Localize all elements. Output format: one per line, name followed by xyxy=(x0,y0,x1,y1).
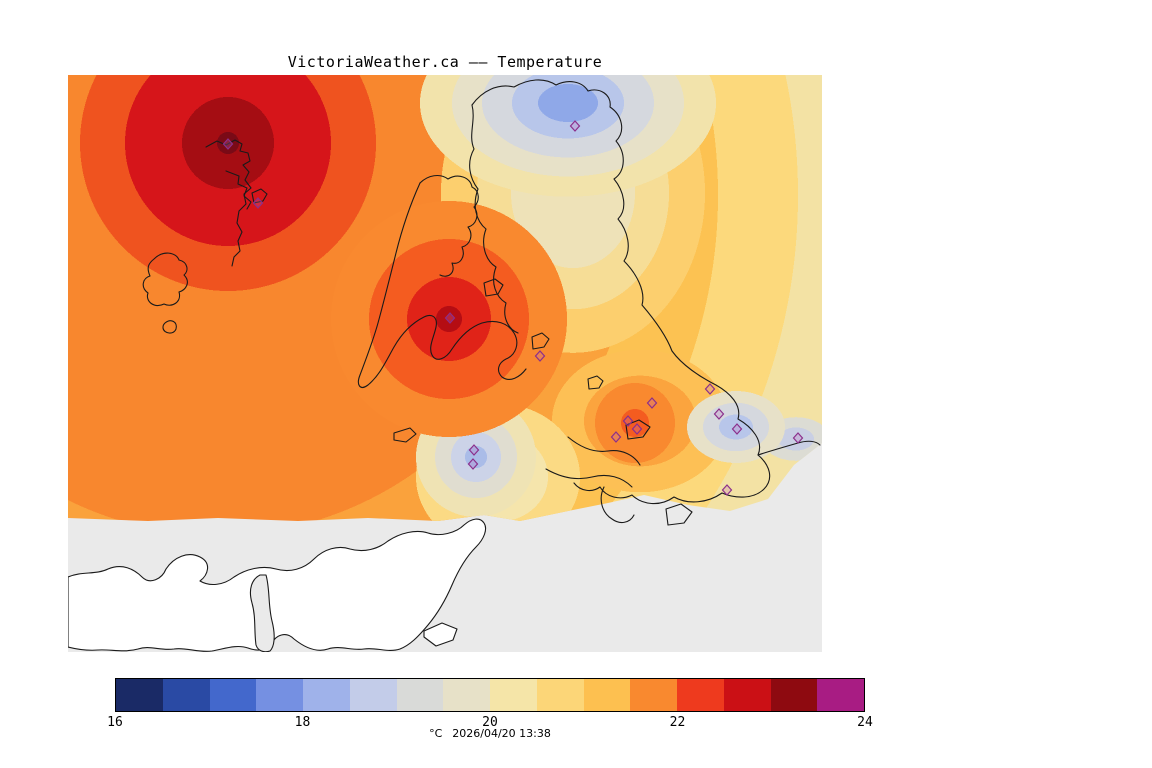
coastline-east-tongue xyxy=(757,440,821,456)
colorbar-segment xyxy=(162,679,210,711)
landmass-south xyxy=(68,518,487,652)
coastline-svg xyxy=(68,79,821,652)
coastline-channel-a xyxy=(567,436,641,466)
plot-title: VictoriaWeather.ca —— Temperature xyxy=(287,53,603,71)
weather-map xyxy=(68,75,822,652)
coastlines xyxy=(142,79,821,526)
coastline-channel-c xyxy=(600,486,635,524)
station-marker[interactable] xyxy=(222,138,234,150)
colorbar-ticks: 16 18 20 22 24 xyxy=(107,715,873,731)
timestamp: 2026/04/20 13:38 xyxy=(452,727,551,740)
tick-label: 20 xyxy=(482,715,498,730)
station-marker[interactable] xyxy=(792,432,804,444)
colorbar-segment xyxy=(770,679,818,711)
island-small-northwest xyxy=(251,188,268,204)
islet-field-edge xyxy=(393,427,417,443)
island-south-b xyxy=(665,503,693,526)
colorbar-segment xyxy=(630,679,677,711)
colorbar-segment xyxy=(209,679,257,711)
station-marker[interactable] xyxy=(534,350,546,362)
colorbar-caption: °C 2026/04/20 13:38 xyxy=(115,727,865,740)
station-marker[interactable] xyxy=(610,431,622,443)
coastline-east-landmass xyxy=(471,79,771,505)
colorbar-segment xyxy=(116,679,163,711)
inlet-south xyxy=(249,574,275,652)
coastline-east-landmass-inner xyxy=(469,104,519,334)
coastline-inlets-northwest xyxy=(205,139,252,267)
island-south-a xyxy=(625,419,651,440)
colorbar-segment xyxy=(303,679,350,711)
station-marker[interactable] xyxy=(631,423,643,435)
station-marker[interactable] xyxy=(646,397,658,409)
station-marker[interactable] xyxy=(252,197,264,209)
islet-west xyxy=(162,320,177,334)
coastline-central-peninsula-west xyxy=(357,182,527,388)
tick-label: 16 xyxy=(107,715,123,730)
colorbar-segment xyxy=(256,679,303,711)
tick-label: 24 xyxy=(857,715,873,730)
island-west xyxy=(142,252,188,307)
colorbar-segment xyxy=(443,679,490,711)
no-data-land xyxy=(68,518,487,652)
colorbar xyxy=(115,678,865,712)
colorbar-segment xyxy=(349,679,397,711)
station-marker[interactable] xyxy=(467,458,479,470)
colorbar-unit-label: °C xyxy=(429,727,443,740)
tick-label: 18 xyxy=(294,715,311,730)
coastline-central-peninsula-east xyxy=(419,174,479,277)
island-central-c xyxy=(587,375,604,390)
station-marker[interactable] xyxy=(721,484,733,496)
station-marker[interactable] xyxy=(704,383,716,395)
colorbar-segment xyxy=(723,679,771,711)
coastline-inlet-branch xyxy=(225,170,252,210)
station-marker[interactable] xyxy=(444,312,456,324)
colorbar-segment xyxy=(583,679,631,711)
island-south-white xyxy=(423,622,458,647)
colorbar-segment xyxy=(817,679,864,711)
colorbar-segment xyxy=(677,679,724,711)
colorbar-segment xyxy=(490,679,537,711)
station-markers xyxy=(222,120,804,496)
station-marker[interactable] xyxy=(713,408,725,420)
coastline-channel-b xyxy=(545,468,633,488)
colorbar-segment xyxy=(536,679,584,711)
station-marker[interactable] xyxy=(569,120,581,132)
station-marker[interactable] xyxy=(468,444,480,456)
tick-label: 22 xyxy=(669,715,686,730)
station-marker[interactable] xyxy=(731,423,743,435)
station-marker[interactable] xyxy=(622,415,634,427)
colorbar-segment xyxy=(396,679,444,711)
island-central-b xyxy=(531,332,550,350)
temperature-field xyxy=(68,75,822,521)
